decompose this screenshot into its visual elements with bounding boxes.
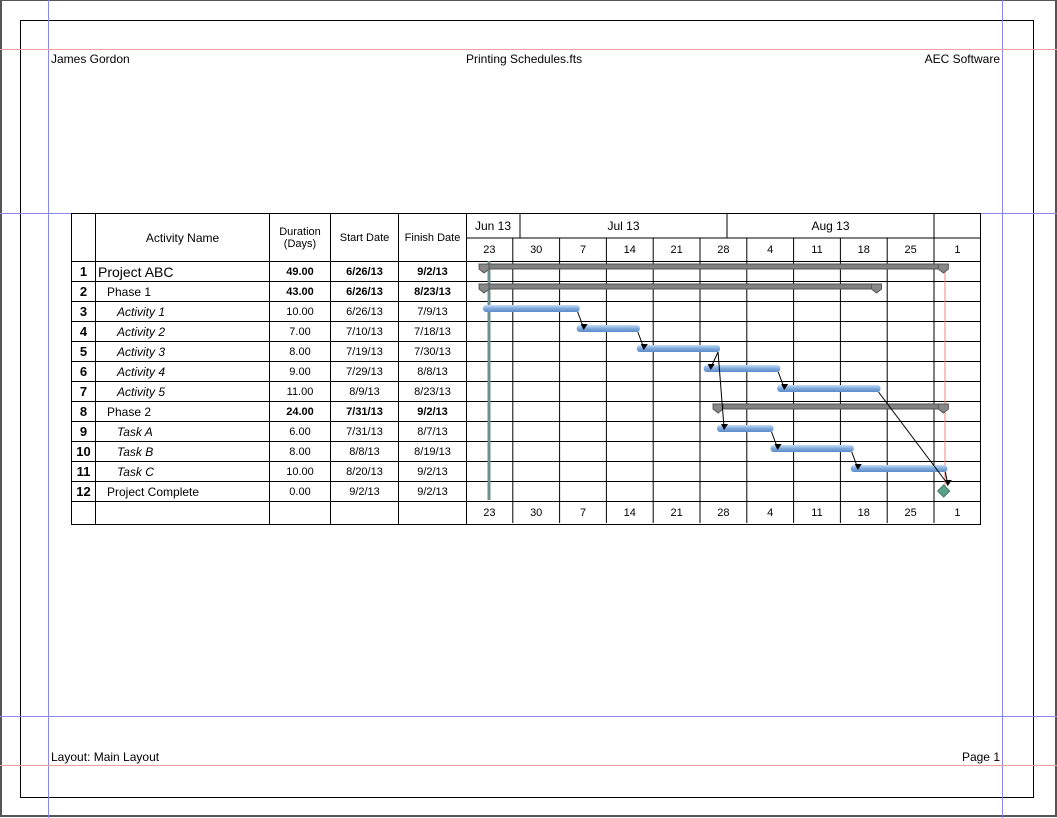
column-header-start-date[interactable]: Start Date bbox=[330, 213, 399, 262]
header-center: Printing Schedules.fts bbox=[466, 52, 583, 66]
task-bar[interactable] bbox=[636, 345, 721, 352]
finish-date-cell[interactable]: 8/7/13 bbox=[398, 421, 467, 442]
duration-cell[interactable]: 10.00 bbox=[269, 461, 331, 482]
task-bar[interactable] bbox=[777, 385, 881, 392]
dependency-link bbox=[717, 351, 725, 429]
footer-left: Layout: Main Layout bbox=[51, 750, 160, 764]
dependency-arrow bbox=[781, 384, 789, 390]
margin-guide-right[interactable] bbox=[1002, 0, 1003, 818]
activity-name[interactable]: Phase 2 bbox=[95, 401, 270, 422]
finish-date-cell[interactable]: 8/19/13 bbox=[398, 441, 467, 462]
task-bar[interactable] bbox=[850, 465, 948, 472]
task-bar[interactable] bbox=[703, 365, 781, 372]
month-label: Jun 13 bbox=[475, 219, 511, 233]
week-label: 14 bbox=[624, 244, 636, 256]
dependency-arrow bbox=[774, 444, 782, 450]
task-bar[interactable] bbox=[483, 305, 580, 312]
week-label-bottom: 28 bbox=[717, 507, 729, 519]
activity-name[interactable]: Project ABC bbox=[95, 261, 270, 282]
dependency-link bbox=[878, 391, 949, 485]
column-header-duration[interactable]: Duration (Days) bbox=[269, 213, 331, 262]
summary-cap bbox=[478, 283, 490, 294]
week-label-bottom: 30 bbox=[530, 507, 542, 519]
table-row[interactable]: 8 Phase 2 24.00 7/31/13 9/2/13 bbox=[71, 401, 981, 422]
finish-date-cell[interactable]: 7/9/13 bbox=[398, 301, 467, 322]
week-label: 25 bbox=[904, 244, 916, 256]
dependency-arrow bbox=[721, 424, 729, 430]
summary-bar[interactable] bbox=[483, 283, 878, 290]
dependency-arrow bbox=[580, 324, 588, 330]
month-label: Jul 13 bbox=[607, 219, 639, 233]
week-label-bottom: 21 bbox=[670, 507, 682, 519]
week-label: 4 bbox=[767, 244, 773, 256]
finish-date-cell[interactable]: 9/2/13 bbox=[398, 481, 467, 502]
table-row[interactable]: 3 Activity 1 10.00 6/26/13 7/9/13 bbox=[71, 301, 981, 322]
week-label-bottom: 11 bbox=[811, 507, 822, 519]
summary-cap bbox=[712, 403, 724, 414]
task-bar[interactable] bbox=[717, 425, 774, 432]
week-label: 7 bbox=[580, 244, 586, 256]
footer-right: Page 1 bbox=[961, 750, 1000, 764]
week-label: 18 bbox=[858, 244, 870, 256]
summary-cap bbox=[871, 283, 883, 294]
summary-cap bbox=[478, 263, 490, 274]
timescale-footer bbox=[466, 501, 981, 525]
milestone-diamond[interactable] bbox=[936, 484, 951, 498]
header-guide[interactable] bbox=[0, 49, 1057, 50]
task-bar[interactable] bbox=[770, 445, 854, 452]
week-label: 30 bbox=[530, 244, 542, 256]
start-date-cell[interactable]: 9/2/13 bbox=[330, 481, 399, 502]
summary-bar[interactable] bbox=[717, 403, 944, 410]
start-date-cell[interactable]: 6/26/13 bbox=[330, 261, 399, 282]
week-label-bottom: 18 bbox=[858, 507, 870, 519]
margin-guide-bottom[interactable] bbox=[0, 716, 1057, 717]
week-label-bottom: 25 bbox=[904, 507, 916, 519]
start-date-cell[interactable]: 8/9/13 bbox=[330, 381, 399, 402]
week-label-bottom: 14 bbox=[624, 507, 636, 519]
month-label: Aug 13 bbox=[811, 219, 849, 233]
footer-guide[interactable] bbox=[0, 765, 1057, 766]
dependency-arrow bbox=[944, 480, 952, 486]
task-bar[interactable] bbox=[576, 325, 640, 332]
week-label: 28 bbox=[717, 244, 729, 256]
page-border bbox=[20, 20, 1034, 798]
duration-cell[interactable]: 7.00 bbox=[269, 321, 331, 342]
summary-bar[interactable] bbox=[483, 263, 944, 270]
header-left: James Gordon bbox=[51, 52, 130, 66]
week-label: 21 bbox=[670, 244, 682, 256]
week-label: 1 bbox=[954, 244, 960, 256]
summary-cap bbox=[937, 403, 949, 414]
margin-guide-left[interactable] bbox=[48, 0, 49, 818]
summary-cap bbox=[937, 263, 949, 274]
start-date-cell[interactable]: 7/10/13 bbox=[330, 321, 399, 342]
dependency-arrow bbox=[640, 344, 648, 350]
week-label: 11 bbox=[811, 244, 822, 256]
duration-cell[interactable]: 9.00 bbox=[269, 361, 331, 382]
week-label-bottom: 4 bbox=[767, 507, 773, 519]
header-right: AEC Software bbox=[924, 52, 1000, 66]
week-label-bottom: 1 bbox=[954, 507, 960, 519]
table-row[interactable]: 5 Activity 3 8.00 7/19/13 7/30/13 bbox=[71, 341, 981, 362]
week-label: 23 bbox=[483, 244, 495, 256]
dependency-arrow bbox=[854, 464, 862, 470]
week-label-bottom: 7 bbox=[580, 507, 586, 519]
week-label-bottom: 23 bbox=[483, 507, 495, 519]
start-date-cell[interactable]: 8/8/13 bbox=[330, 441, 399, 462]
dependency-arrow bbox=[707, 364, 715, 370]
